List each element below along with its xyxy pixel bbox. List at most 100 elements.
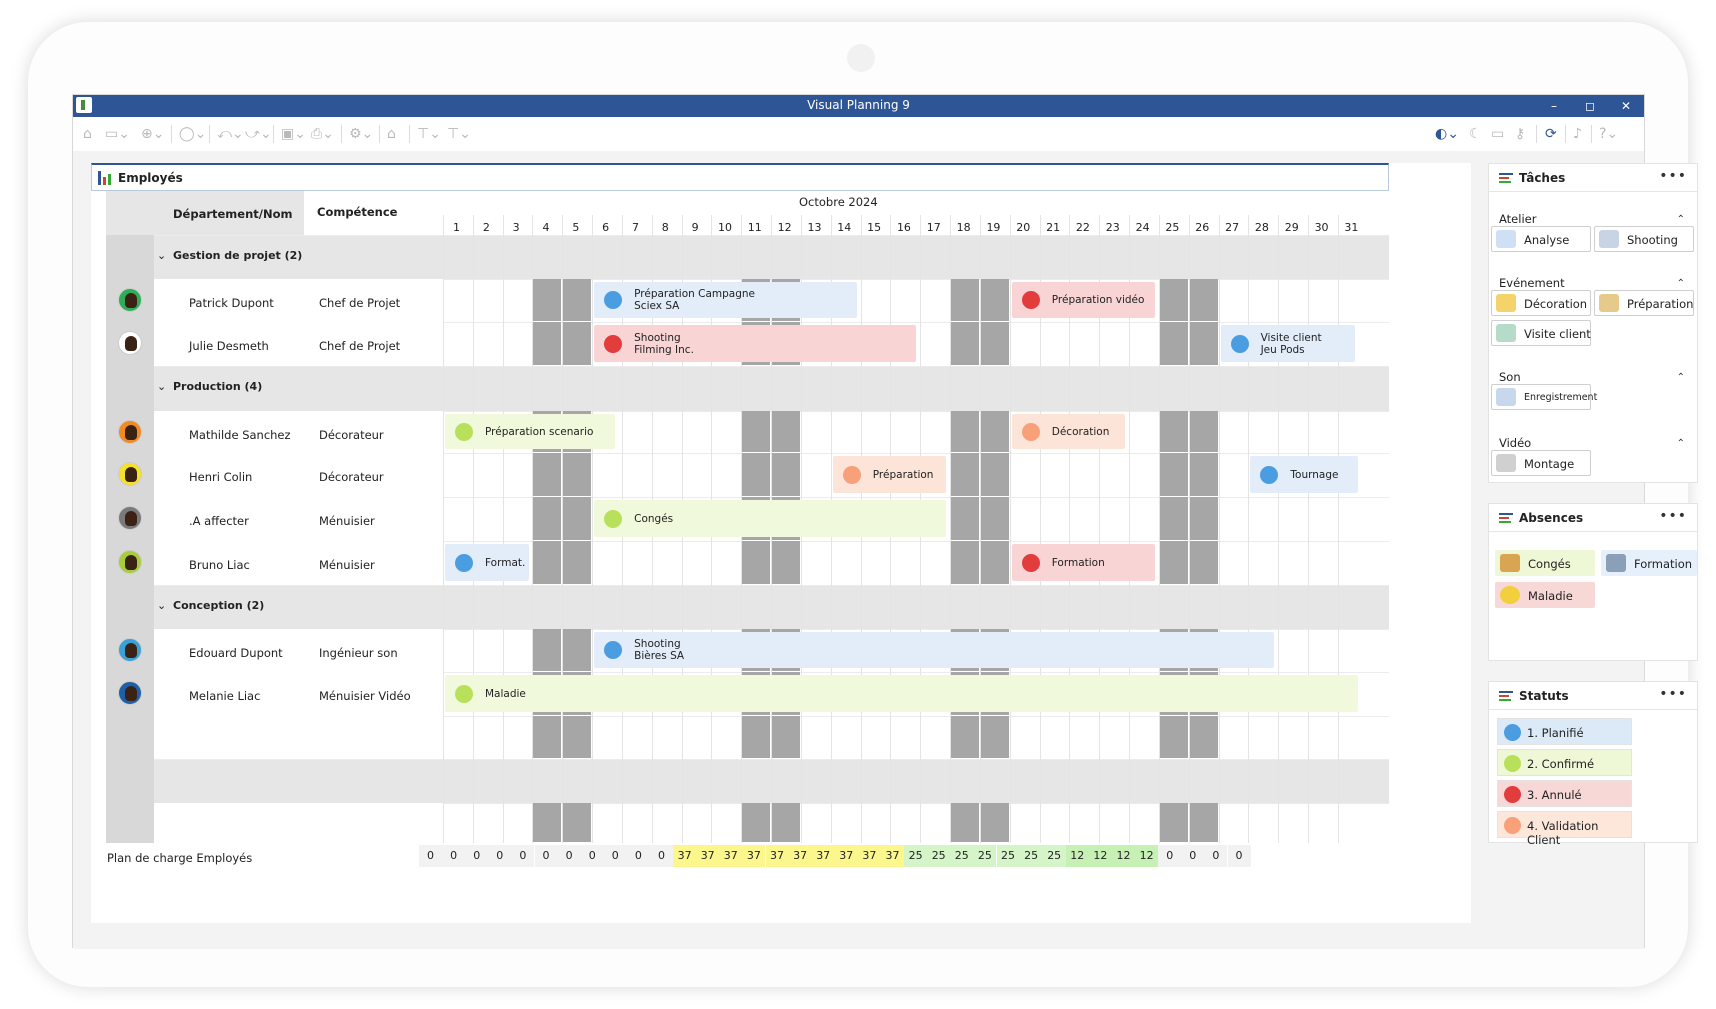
taches-box: Tâches ••• Atelier ⌃ Analyse Shooting Ev… [1488, 163, 1698, 483]
task-bar[interactable]: Préparation vidéo [1011, 282, 1155, 318]
avatar [118, 681, 142, 705]
absence-conges[interactable]: Congés [1495, 550, 1595, 576]
status-confirme[interactable]: 2. Confirmé [1497, 749, 1632, 776]
group-label[interactable]: Gestion de projet (2) [173, 249, 303, 262]
task-bar[interactable]: Tournage [1250, 456, 1358, 493]
status-dot-icon [455, 684, 473, 703]
task-bar[interactable]: Maladie [445, 675, 1358, 712]
collapse-video-icon[interactable]: ⌃ [1676, 438, 1685, 449]
flag-icon[interactable]: ◐⌄ [1435, 126, 1459, 142]
task-bar[interactable]: Préparation scenario [445, 414, 616, 449]
task-bar[interactable]: Shooting Bières SA [594, 632, 1275, 668]
print-icon[interactable]: ⎙⌄ [311, 126, 334, 142]
absence-formation[interactable]: Formation [1601, 550, 1697, 576]
employee-name[interactable]: Patrick Dupont [189, 296, 274, 310]
task-visite-client[interactable]: Visite client [1491, 320, 1591, 346]
task-label: Tournage [1290, 468, 1339, 481]
task-preparation[interactable]: Préparation [1594, 290, 1694, 316]
load-value: 0 [488, 845, 512, 867]
collapse-son-icon[interactable]: ⌃ [1676, 372, 1685, 383]
window-icon[interactable]: ▭ [1491, 126, 1505, 142]
task-analyse[interactable]: Analyse [1491, 226, 1591, 252]
key-icon[interactable]: ⚷ [1515, 126, 1526, 142]
day-header: 9 [691, 221, 699, 234]
statuts-more-button[interactable]: ••• [1659, 686, 1687, 702]
redo-icon[interactable]: ⤻⌄ [245, 126, 272, 142]
task-montage[interactable]: Montage [1491, 450, 1591, 476]
task-bar[interactable]: Format. [445, 544, 529, 581]
weekend-cell [1159, 411, 1188, 452]
employee-name[interactable]: Mathilde Sanchez [189, 428, 291, 442]
weekend-cell [563, 322, 592, 365]
load-value: 0 [626, 845, 650, 867]
weekend-cell [533, 541, 562, 584]
task-bar[interactable]: Visite client Jeu Pods [1220, 325, 1355, 362]
expand-chevron-icon[interactable]: ⌄ [157, 599, 167, 612]
absence-maladie[interactable]: Maladie [1495, 582, 1595, 608]
employee-skill: Ménuisier Vidéo [319, 689, 411, 703]
status-validation-client[interactable]: 4. Validation Client [1497, 811, 1632, 847]
task-bar[interactable]: Formation [1011, 544, 1155, 581]
employee-name[interactable]: Melanie Liac [189, 689, 261, 703]
filter-icon[interactable]: ⊤⌄ [417, 126, 441, 142]
taches-title: Tâches [1519, 171, 1566, 185]
col-skill-header[interactable]: Compétence [317, 205, 398, 219]
expand-chevron-icon[interactable]: ⌄ [157, 380, 167, 393]
task-bar[interactable]: Congés [594, 500, 947, 537]
weekend-cell [772, 541, 800, 584]
refresh-icon[interactable]: ◯⌄ [179, 126, 207, 142]
bank-icon[interactable]: ⌂ [387, 126, 396, 142]
home-icon[interactable]: ⌂ [83, 126, 92, 142]
status-planifie[interactable]: 1. Planifié [1497, 718, 1632, 745]
employee-skill: Décorateur [319, 470, 384, 484]
employee-name[interactable]: .A affecter [189, 514, 249, 528]
weekend-cell [1189, 411, 1218, 452]
add-icon[interactable]: ⊕⌄ [141, 126, 165, 142]
settings-icon[interactable]: ⚙⌄ [349, 126, 374, 142]
workspace: Employés Département/Nom Compétence Octo… [73, 151, 1698, 949]
task-enregistrement[interactable]: Enregistrement [1491, 384, 1597, 410]
employee-name[interactable]: Edouard Dupont [189, 646, 283, 660]
filter2-icon[interactable]: ⊤⌄ [447, 126, 471, 142]
task-shooting[interactable]: Shooting [1594, 226, 1694, 252]
minimize-button[interactable]: – [1551, 99, 1557, 113]
sync-icon[interactable]: ⟳ [1545, 126, 1557, 142]
load-value: 25 [927, 845, 951, 867]
task-bar[interactable]: Décoration [1011, 414, 1126, 449]
status-annule[interactable]: 3. Annulé [1497, 780, 1632, 807]
employees-panel: Employés Département/Nom Compétence Octo… [91, 163, 1471, 923]
load-value: 25 [996, 845, 1020, 867]
expand-chevron-icon[interactable]: ⌄ [157, 249, 167, 262]
close-button[interactable]: ✕ [1620, 99, 1632, 113]
weekend-cell [533, 803, 562, 842]
taches-more-button[interactable]: ••• [1659, 168, 1687, 184]
group-label[interactable]: Conception (2) [173, 599, 265, 612]
task-bar[interactable]: Shooting Filming Inc. [594, 325, 917, 362]
collapse-atelier-icon[interactable]: ⌃ [1676, 214, 1685, 225]
weekend-cell [980, 279, 1009, 321]
save-icon[interactable]: ▭⌄ [105, 126, 130, 142]
employee-skill: Ménuisier [319, 558, 375, 572]
employee-name[interactable]: Julie Desmeth [189, 339, 269, 353]
bell-icon[interactable]: ♪ [1573, 126, 1582, 142]
maximize-button[interactable]: ◻ [1585, 99, 1595, 113]
task-decoration[interactable]: Décoration [1491, 290, 1591, 316]
employee-name[interactable]: Bruno Liac [189, 558, 250, 572]
moon-icon[interactable]: ☾ [1469, 126, 1482, 142]
group-row [106, 759, 1389, 803]
brush-icon [1496, 294, 1516, 312]
collapse-evenement-icon[interactable]: ⌃ [1676, 278, 1685, 289]
task-bar[interactable]: Préparation [832, 456, 947, 493]
undo-icon[interactable]: ⤺⌄ [217, 126, 244, 142]
task-bar[interactable]: Préparation Campagne Sciex SA [594, 282, 857, 318]
employee-name[interactable]: Henri Colin [189, 470, 253, 484]
group-label[interactable]: Production (4) [173, 380, 263, 393]
weekend-cell [951, 541, 979, 584]
toolbox-icon [1599, 294, 1619, 312]
help-icon[interactable]: ?⌄ [1599, 126, 1619, 142]
col-dept-header[interactable]: Département/Nom [173, 207, 293, 221]
absences-more-button[interactable]: ••• [1659, 508, 1687, 524]
load-value: 37 [834, 845, 858, 867]
export-icon[interactable]: ▣⌄ [281, 126, 306, 142]
avatar [118, 506, 142, 530]
